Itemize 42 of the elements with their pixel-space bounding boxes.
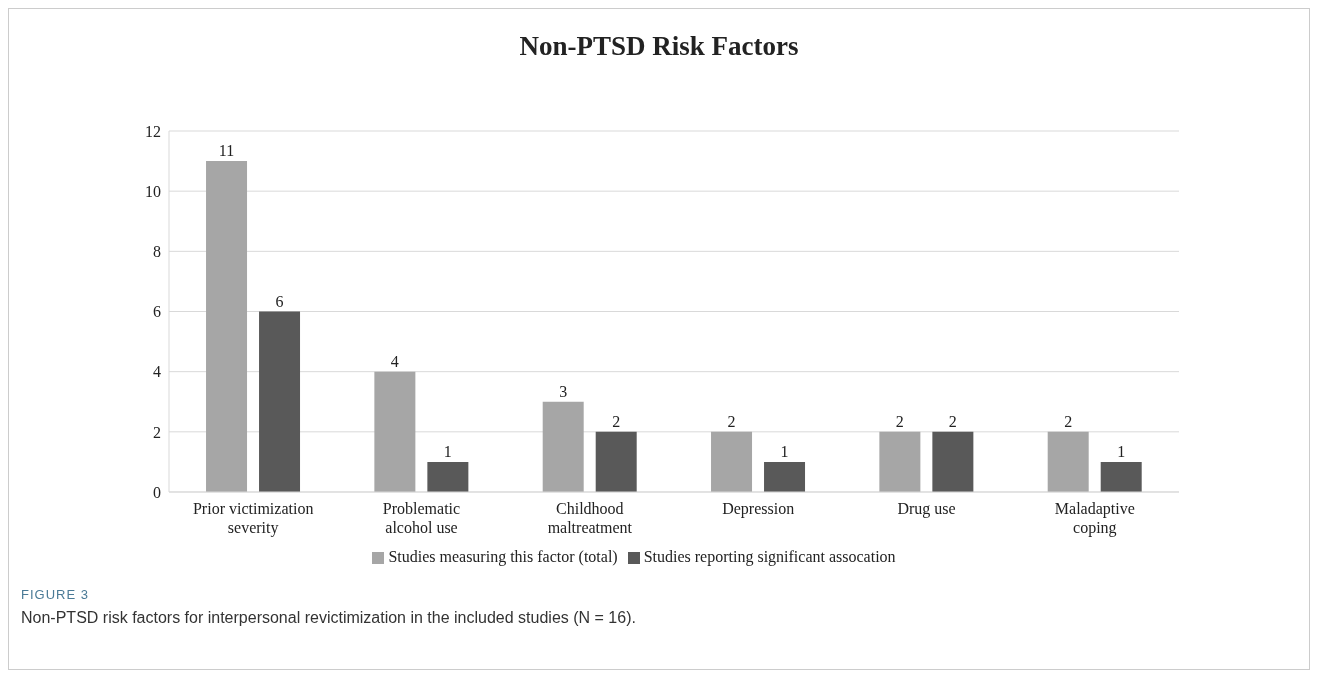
y-tick-label: 12	[145, 122, 161, 140]
data-label: 1	[443, 442, 452, 460]
x-tick-label: Childhood maltreatment	[547, 500, 633, 536]
data-label: 11	[218, 142, 235, 160]
data-label: 6	[275, 292, 284, 310]
bar	[206, 161, 248, 492]
bar	[764, 461, 806, 492]
legend-label: Studies reporting significant assocation	[643, 548, 896, 565]
bar	[1100, 461, 1142, 492]
data-label: 2	[612, 412, 621, 430]
data-label: 2	[727, 412, 736, 430]
data-label: 2	[948, 412, 957, 430]
data-label: 4	[390, 352, 399, 370]
data-label: 1	[1117, 442, 1126, 460]
bar	[1047, 431, 1089, 492]
data-label: 2	[1064, 412, 1073, 430]
bar	[932, 431, 974, 492]
y-tick-label: 8	[153, 243, 161, 261]
caption: FIGURE 3	[21, 587, 89, 602]
y-tick-label: 10	[145, 182, 161, 200]
bar	[879, 431, 921, 492]
legend-label: Studies measuring this factor (total)	[388, 548, 618, 565]
x-tick-label: Depression	[722, 500, 795, 518]
data-label: 2	[895, 412, 904, 430]
x-tick-label: Drug use	[897, 500, 956, 518]
x-tick-label: Prior victimization severity	[192, 500, 314, 537]
bar	[711, 431, 753, 492]
x-tick-label: Problematic alcohol use	[382, 500, 461, 536]
bar	[595, 431, 637, 492]
bar	[542, 401, 584, 492]
y-tick-label: 2	[153, 423, 161, 441]
x-tick-label: Maladaptive coping	[1054, 500, 1135, 537]
bar	[427, 461, 469, 492]
bar	[374, 371, 416, 492]
y-tick-label: 0	[153, 483, 161, 501]
y-tick-label: 4	[153, 363, 161, 381]
bar	[259, 311, 301, 492]
data-label: 1	[780, 442, 789, 460]
y-tick-label: 6	[153, 303, 161, 321]
chart-title: Non-PTSD Risk Factors	[518, 31, 800, 62]
text: Non-PTSD risk factors for interpersonal revictimization in the included studies (N = 16).	[21, 609, 636, 627]
data-label: 3	[559, 382, 568, 400]
